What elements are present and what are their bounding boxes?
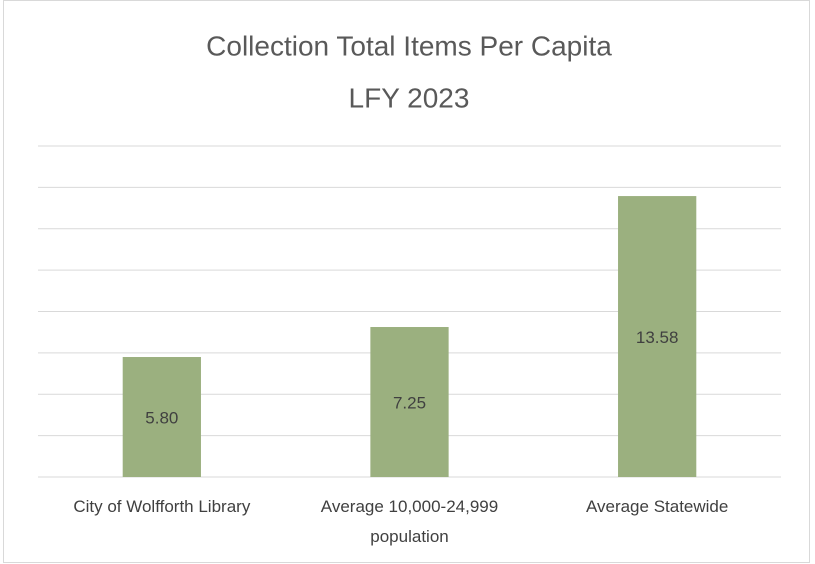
bar (370, 327, 449, 477)
bar (618, 196, 697, 477)
data-label: 13.58 (636, 328, 679, 347)
x-tick-label: City of Wolfforth Library (73, 497, 251, 516)
chart-title: LFY 2023 (349, 82, 470, 113)
x-tick-label: Average Statewide (585, 497, 729, 516)
data-label: 5.80 (145, 408, 178, 427)
chart-title: Collection Total Items Per Capita (206, 30, 612, 61)
x-tick-label: Average 10,000-24,999 population (320, 497, 499, 546)
data-label: 7.25 (393, 393, 426, 412)
bar (122, 357, 201, 477)
